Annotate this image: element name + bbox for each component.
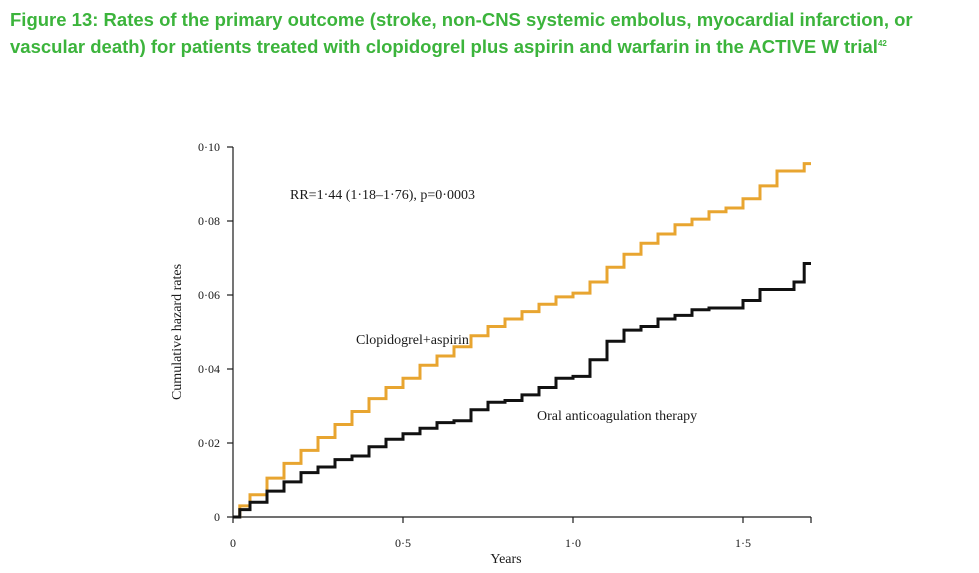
chart-ticks: 0 0·02 0·04 0·06 0·08 0·10 0 0·5 1·0 1·5 [198,140,812,550]
y-axis-label: Cumulative hazard rates [170,264,185,400]
x-tick-label: 0·5 [395,536,411,550]
x-tick-label: 1·5 [735,536,751,550]
chart-axes [232,147,811,518]
x-tick-label: 0 [230,536,236,550]
y-tick-label: 0·04 [198,362,220,376]
y-tick-label: 0·08 [198,214,220,228]
y-tick-label: 0·06 [198,288,220,302]
y-tick-label: 0·10 [198,140,220,154]
y-tick-label: 0 [214,510,220,524]
figure-reference: 42 [877,39,887,48]
y-tick-label: 0·02 [198,436,220,450]
rr-annotation: RR=1·44 (1·18–1·76), p=0·0003 [290,188,475,203]
figure-title-text: Figure 13: Rates of the primary outcome … [10,9,913,58]
x-axis-label: Years [490,552,521,567]
series-line-oral-anticoagulation [233,262,811,519]
x-tick-label: 1·0 [565,536,581,550]
figure-title: Figure 13: Rates of the primary outcome … [10,8,965,59]
series-label-oral-anticoagulation: Oral anticoagulation therapy [537,409,697,424]
series-line-clopidogrel-aspirin [233,162,811,519]
series-label-clopidogrel-aspirin: Clopidogrel+aspirin [356,333,469,348]
chart-series [233,162,811,519]
